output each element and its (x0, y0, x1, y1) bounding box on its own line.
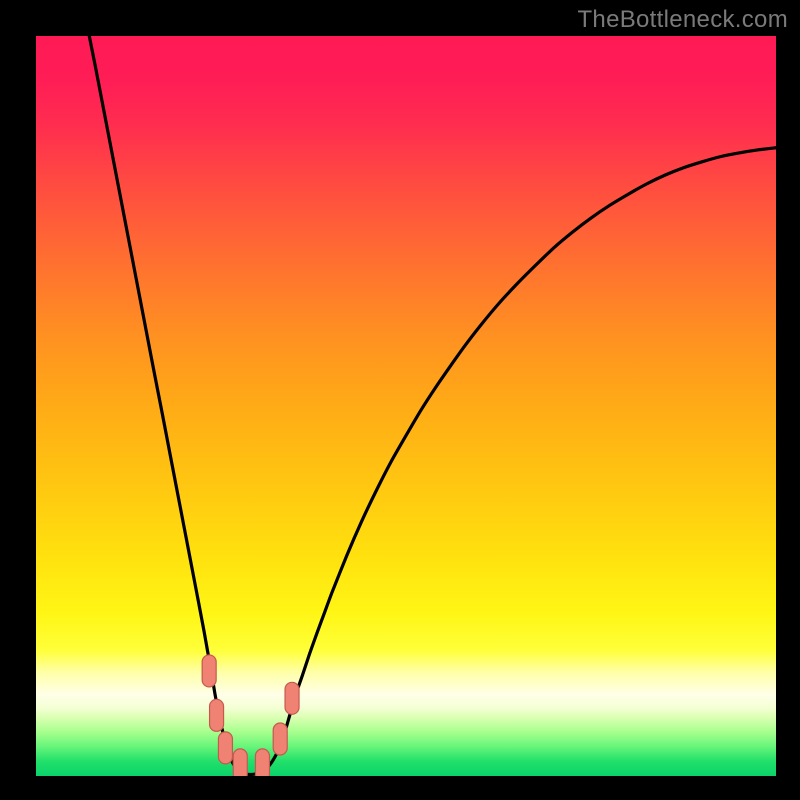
curve-marker (218, 732, 232, 764)
bottleneck-curve-chart (0, 0, 800, 800)
curve-marker (255, 749, 269, 781)
curve-marker (285, 682, 299, 714)
curve-marker (202, 655, 216, 687)
curve-marker (210, 699, 224, 731)
watermark-text: TheBottleneck.com (577, 6, 788, 34)
chart-frame: TheBottleneck.com (0, 0, 800, 800)
gradient-background (36, 36, 776, 776)
curve-marker (233, 749, 247, 781)
curve-marker (273, 723, 287, 755)
